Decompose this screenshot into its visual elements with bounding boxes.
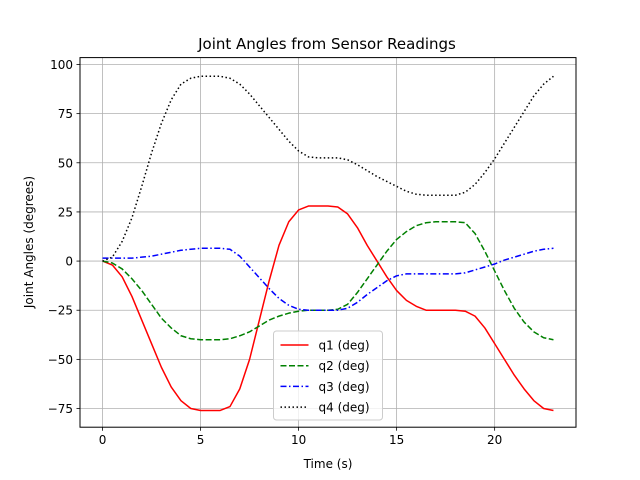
x-tick-label: 0 — [99, 433, 107, 447]
x-tick-label: 20 — [487, 433, 502, 447]
y-tick-label: 100 — [50, 58, 73, 72]
legend-label: q4 (deg) — [319, 401, 370, 415]
chart-title: Joint Angles from Sensor Readings — [197, 35, 456, 53]
x-tick-label: 10 — [291, 433, 306, 447]
legend-label: q1 (deg) — [319, 339, 370, 353]
legend-box — [273, 330, 383, 421]
series-line-q4 — [102, 75, 554, 262]
y-tick-label: 75 — [58, 107, 73, 121]
legend-label: q3 (deg) — [319, 380, 370, 394]
series-line-q1 — [102, 205, 554, 412]
plot-frame — [79, 57, 577, 428]
y-tick-label: −75 — [48, 402, 73, 416]
y-tick-label: 50 — [58, 156, 73, 170]
x-axis-ticks: 0 5 10 15 20 — [99, 427, 502, 447]
y-axis-label: Joint Angles (degrees) — [22, 176, 36, 309]
x-tick-label: 15 — [389, 433, 404, 447]
y-tick-label: 25 — [58, 205, 73, 219]
series-line-q2 — [102, 221, 554, 341]
series-line-q3 — [102, 247, 554, 311]
y-tick-label: −25 — [48, 304, 73, 318]
y-tick-label: 0 — [65, 255, 73, 269]
y-tick-label: −50 — [48, 353, 73, 367]
legend: q1 (deg) q2 (deg) q3 (deg) q4 (deg) — [273, 330, 383, 421]
x-axis-label: Time (s) — [303, 457, 353, 471]
x-tick-label: 5 — [197, 433, 205, 447]
legend-label: q2 (deg) — [319, 359, 370, 373]
y-axis-ticks: −75 −50 −25 0 25 50 75 100 — [48, 58, 80, 416]
series-layer — [102, 75, 554, 412]
